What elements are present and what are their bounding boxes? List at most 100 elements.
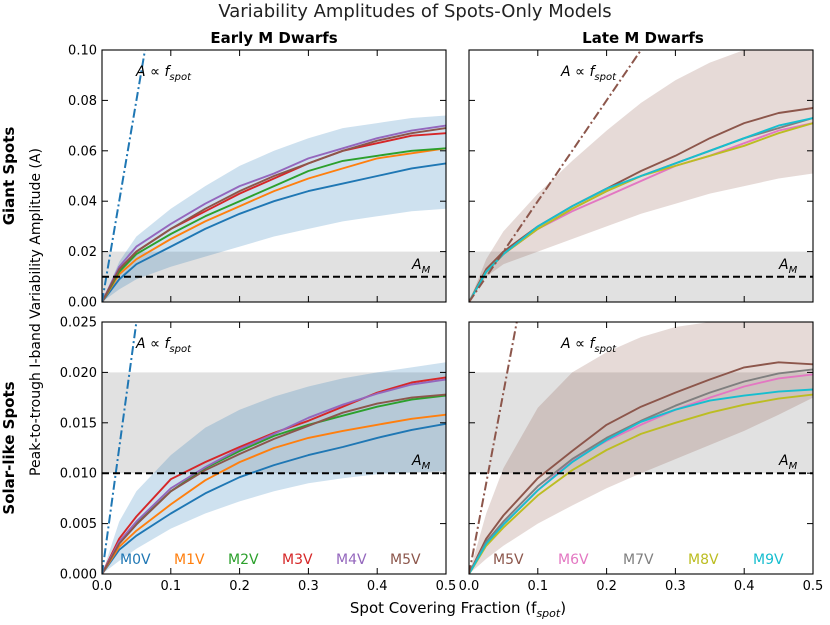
panel-giant-early: 0.00 0.02 0.04 0.06 0.08 0.10 A ∝ fspot AM	[68, 44, 447, 311]
x-axis-label: Spot Covering Fraction (fspot)	[350, 599, 566, 620]
legend-entry-m8v: M8V	[688, 552, 719, 568]
proportional-label: A ∝ fspot	[560, 336, 617, 355]
am-label: AM	[411, 453, 431, 472]
proportional-line	[469, 322, 518, 574]
proportional-label: A ∝ fspot	[560, 64, 617, 83]
legend-entry-m0v: M0V	[120, 552, 151, 568]
legend-entry-m3v: M3V	[282, 552, 313, 568]
row-title-giant: Giant Spots	[0, 127, 18, 226]
series-line-m5v	[102, 127, 446, 302]
x-tick-label: 0.1	[160, 579, 181, 594]
legend-entry-m2v: M2V	[228, 552, 259, 568]
am-label-main: A	[778, 257, 789, 273]
row-title-solar: Solar-like Spots	[0, 381, 18, 514]
spread-band	[102, 362, 446, 574]
am-label-sub: M	[422, 461, 431, 472]
x-tick-label: 0.0	[459, 579, 480, 594]
figure-title: Variability Amplitudes of Spots-Only Mod…	[218, 1, 611, 22]
x-tick-label: 0.5	[436, 579, 457, 594]
legend-entry-m9v: M9V	[753, 552, 784, 568]
series-line-m4v	[102, 124, 446, 302]
column-title-early: Early M Dwarfs	[210, 29, 337, 47]
x-tick-label: 0.0	[92, 579, 113, 594]
series-line-m5v	[102, 393, 446, 574]
panel-frame	[101, 49, 447, 303]
legend-entry-m4v: M4V	[336, 552, 367, 568]
y-tick-label: 0.005	[60, 517, 97, 532]
y-tick-label: 0.08	[68, 94, 97, 109]
x-axis-label-sub: spot	[536, 607, 560, 620]
x-tick-label: 0.4	[367, 579, 388, 594]
x-tick-label: 0.2	[596, 579, 617, 594]
y-tick-label: 0.00	[68, 296, 97, 311]
series-line-m4v	[102, 378, 446, 574]
y-tick-label: 0.10	[68, 44, 97, 59]
x-tick-label: 0.5	[803, 579, 824, 594]
x-axis-label-main: Spot Covering Fraction (f	[350, 599, 537, 617]
legend-entry-m5v: M5V	[493, 552, 524, 568]
panel-solar-early: 0.0 0.1 0.2 0.3 0.4 0.5 0.000 0.005 0.010 0.015 0.…	[60, 316, 457, 595]
x-axis-label-end: )	[560, 599, 566, 617]
panel-frame	[468, 321, 814, 575]
am-label-sub: M	[789, 265, 798, 276]
series-line-m9v	[469, 388, 813, 574]
proportional-label-main: A ∝ f	[135, 64, 171, 80]
proportional-label-main: A ∝ f	[135, 336, 171, 352]
x-tick-label: 0.3	[298, 579, 319, 594]
series-line-m8v	[469, 393, 813, 574]
y-tick-label: 0.010	[60, 467, 97, 482]
legend-entry-m7v: M7V	[623, 552, 654, 568]
legend-entry-m5v: M5V	[390, 552, 421, 568]
series-line-m1v	[102, 147, 446, 302]
proportional-label-main: A ∝ f	[560, 336, 596, 352]
legend-entry-m6v: M6V	[558, 552, 589, 568]
panel-plot-area	[102, 50, 446, 302]
y-tick-label: 0.025	[60, 316, 97, 331]
proportional-label-sub: spot	[594, 344, 617, 355]
panel-solar-late: 0.0 0.1 0.2 0.3 0.4 0.5 A ∝ fspot AM M5V M6V M7V M8…	[459, 321, 824, 594]
am-label-main: A	[411, 257, 422, 273]
proportional-label-sub: spot	[169, 344, 192, 355]
panel-plot-area	[469, 50, 813, 302]
y-axis-label: Peak-to-trough I-band Variability Amplit…	[28, 148, 44, 476]
y-tick-label: 0.020	[60, 366, 97, 381]
y-tick-label: 0.06	[68, 144, 97, 159]
x-tick-label: 0.4	[734, 579, 755, 594]
x-tick-label: 0.3	[665, 579, 686, 594]
x-tick-label: 0.1	[527, 579, 548, 594]
proportional-label-sub: spot	[594, 72, 617, 83]
panel-frame	[468, 49, 814, 303]
panel-frame	[101, 321, 447, 575]
panel-plot-area	[469, 322, 813, 574]
am-label: AM	[411, 257, 431, 276]
series-line-m1v	[102, 413, 446, 574]
am-label-main: A	[778, 453, 789, 469]
legend-entry-m1v: M1V	[174, 552, 205, 568]
proportional-label-sub: spot	[169, 72, 192, 83]
series-line-m3v	[102, 376, 446, 574]
proportional-line	[102, 322, 138, 574]
am-label: AM	[778, 453, 798, 472]
am-label-main: A	[411, 453, 422, 469]
series-line-m7v	[469, 368, 813, 574]
proportional-line	[102, 50, 146, 302]
am-label: AM	[778, 257, 798, 276]
series-line-m0v	[102, 422, 446, 574]
proportional-label-main: A ∝ f	[560, 64, 596, 80]
am-label-sub: M	[789, 461, 798, 472]
x-tick-label: 0.2	[229, 579, 250, 594]
spread-band	[102, 115, 446, 302]
y-tick-label: 0.02	[68, 245, 97, 260]
series-line-m0v	[102, 162, 446, 302]
y-tick-label: 0.04	[68, 195, 97, 210]
panel-plot-area	[102, 322, 446, 574]
series-line-m2v	[102, 147, 446, 302]
column-title-late: Late M Dwarfs	[582, 29, 704, 47]
series-line-m5v	[469, 361, 813, 574]
y-tick-label: 0.000	[60, 568, 97, 583]
proportional-label: A ∝ fspot	[135, 64, 192, 83]
am-label-sub: M	[422, 265, 431, 276]
proportional-label: A ∝ fspot	[135, 336, 192, 355]
